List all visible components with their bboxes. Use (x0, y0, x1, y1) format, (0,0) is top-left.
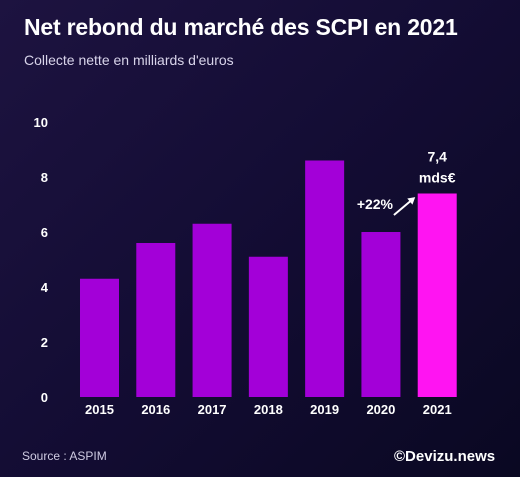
bar (80, 278, 119, 397)
bars (80, 160, 457, 397)
x-tick-label: 2021 (423, 402, 452, 417)
annotations: +22% 7,4 mds€ (357, 149, 456, 216)
x-tick-label: 2018 (254, 402, 283, 417)
x-tick-label: 2020 (366, 402, 395, 417)
y-tick-label: 2 (41, 335, 48, 350)
last-value-unit-label: mds€ (419, 170, 456, 186)
x-axis-ticks: 2015 2016 2017 2018 2019 2020 2021 (85, 402, 452, 417)
brand-credit: ©Devizu.news (394, 448, 496, 465)
x-tick-label: 2019 (310, 402, 339, 417)
chart-subtitle: Collecte nette en milliards d'euros (24, 52, 234, 68)
y-tick-label: 4 (41, 280, 49, 295)
source-note: Source : ASPIM (22, 449, 107, 463)
bar (192, 223, 232, 397)
growth-arrow-icon (393, 198, 414, 216)
growth-arrowhead-icon (407, 197, 416, 205)
x-tick-label: 2017 (198, 402, 227, 417)
bar (248, 256, 288, 397)
growth-annotation: +22% (357, 196, 394, 212)
bar (361, 232, 401, 397)
bar (136, 243, 176, 397)
y-tick-label: 0 (41, 390, 48, 405)
y-tick-label: 6 (41, 225, 48, 240)
y-axis-ticks: 0 2 4 6 8 10 (34, 115, 49, 405)
bar (305, 160, 345, 397)
y-tick-label: 10 (34, 115, 48, 130)
x-tick-label: 2016 (141, 402, 170, 417)
chart-title: Net rebond du marché des SCPI en 2021 (24, 14, 458, 40)
last-value-label: 7,4 (427, 149, 447, 165)
x-tick-label: 2015 (85, 402, 114, 417)
y-tick-label: 8 (41, 170, 48, 185)
bar-highlight (417, 193, 457, 397)
